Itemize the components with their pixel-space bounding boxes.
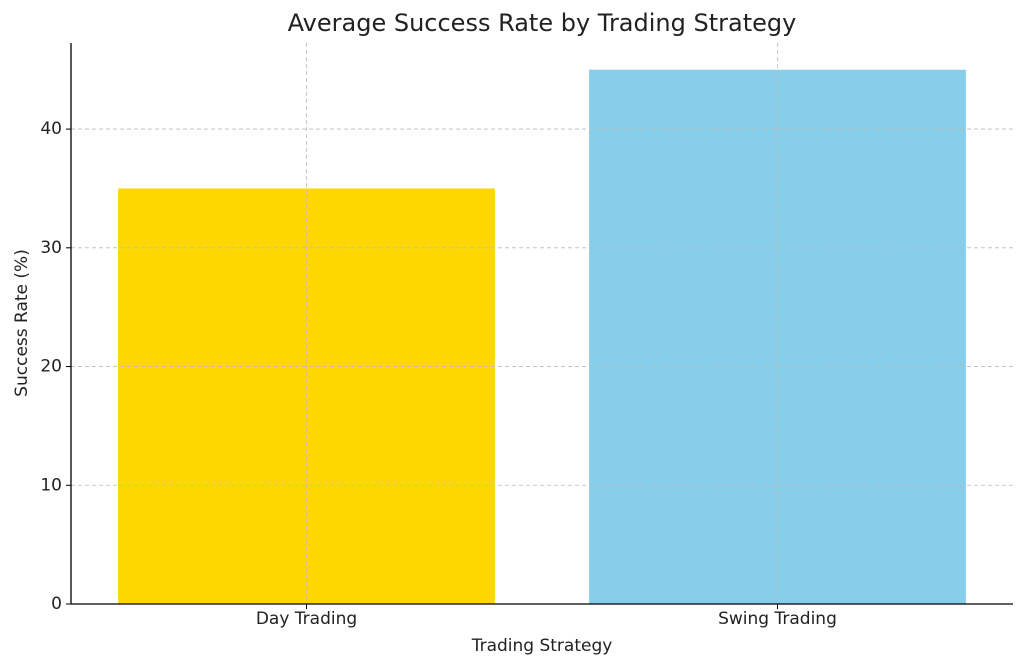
- y-tick-label: 40: [40, 119, 62, 139]
- y-axis-label: Success Rate (%): [12, 249, 32, 397]
- y-tick-label: 0: [51, 594, 62, 614]
- x-axis-label: Trading Strategy: [471, 636, 613, 656]
- x-tick-label: Swing Trading: [718, 609, 837, 629]
- x-tick-label: Day Trading: [256, 609, 357, 629]
- chart-title: Average Success Rate by Trading Strategy: [288, 9, 797, 37]
- y-tick-label: 10: [40, 475, 62, 495]
- y-tick-label: 30: [40, 238, 62, 258]
- y-tick-label: 20: [40, 357, 62, 377]
